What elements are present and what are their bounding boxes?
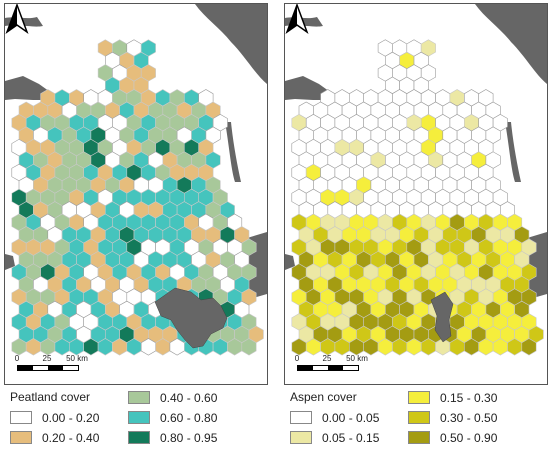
legend-label: 0.60 - 0.80	[160, 410, 218, 425]
scale-label-0: 0	[294, 354, 300, 363]
legend-label: 0.20 - 0.40	[42, 430, 100, 445]
legend-label: 0.00 - 0.05	[322, 410, 380, 425]
legend-swatch	[408, 391, 430, 405]
north-arrow-icon	[285, 4, 309, 34]
water-body	[505, 122, 521, 182]
legend-item-2: 0.20 - 0.40	[10, 430, 99, 446]
north-arrow-icon	[5, 4, 29, 34]
lake-layer	[430, 291, 454, 343]
hex-cell	[521, 338, 537, 356]
water-body	[5, 254, 15, 270]
legend-item-5: 0.80 - 0.95	[128, 430, 217, 446]
scale-bar: 0 25 50 km	[13, 354, 88, 378]
legend-swatch	[408, 411, 430, 425]
water-body	[285, 254, 295, 270]
lake	[154, 287, 228, 349]
legend-item-4: 0.30 - 0.50	[408, 410, 497, 426]
scale-label-50: 50 km	[346, 354, 368, 363]
legend-item-1: 0.00 - 0.05	[290, 410, 379, 426]
scale-bar: 0 25 50 km	[293, 354, 368, 378]
aspen-map: 0 25 50 km	[284, 3, 548, 385]
peatland-hex-grid	[11, 39, 264, 356]
legend-item-1: 0.00 - 0.20	[10, 410, 99, 426]
legend-item-3: 0.40 - 0.60	[128, 390, 217, 406]
lake-layer	[154, 287, 228, 349]
peatland-map-svg	[5, 4, 267, 356]
legend-label: 0.00 - 0.20	[42, 410, 100, 425]
scale-label-25: 25	[42, 354, 52, 363]
legend-item-3: 0.15 - 0.30	[408, 390, 497, 406]
legend-title: Peatland cover	[10, 390, 91, 404]
peatland-legend: Peatland cover 0.00 - 0.20 0.20 - 0.40 0…	[4, 388, 266, 450]
legend-swatch	[408, 431, 430, 445]
legend-swatch	[128, 391, 150, 405]
legend-label: 0.05 - 0.15	[322, 430, 380, 445]
legend-item-5: 0.50 - 0.90	[408, 430, 497, 446]
scale-label-50: 50 km	[66, 354, 88, 363]
hex-cell	[241, 338, 257, 356]
legend-label: 0.30 - 0.50	[440, 410, 498, 425]
lake	[430, 291, 454, 343]
water-body	[475, 4, 547, 84]
legend-swatch	[128, 431, 150, 445]
legend-item-4: 0.60 - 0.80	[128, 410, 217, 426]
legend-swatch	[10, 431, 32, 445]
water-body	[195, 4, 267, 84]
legend-label: 0.80 - 0.95	[160, 430, 218, 445]
scale-label-0: 0	[14, 354, 20, 363]
aspen-map-svg	[285, 4, 547, 356]
scale-bar-graphic	[17, 365, 79, 371]
aspen-hex-grid	[291, 39, 544, 356]
legend-title: Aspen cover	[290, 390, 357, 404]
scale-label-25: 25	[322, 354, 332, 363]
legend-label: 0.40 - 0.60	[160, 390, 218, 405]
legend-item-2: 0.05 - 0.15	[290, 430, 379, 446]
scale-bar-graphic	[297, 365, 359, 371]
legend-label: 0.15 - 0.30	[440, 390, 498, 405]
legend-swatch	[128, 411, 150, 425]
legend-swatch	[10, 411, 32, 425]
aspen-legend: Aspen cover 0.00 - 0.05 0.05 - 0.15 0.15…	[284, 388, 546, 450]
legend-swatch	[290, 431, 312, 445]
peatland-map: 0 25 50 km	[4, 3, 268, 385]
water-body	[225, 122, 241, 182]
legend-swatch	[290, 411, 312, 425]
legend-label: 0.50 - 0.90	[440, 430, 498, 445]
